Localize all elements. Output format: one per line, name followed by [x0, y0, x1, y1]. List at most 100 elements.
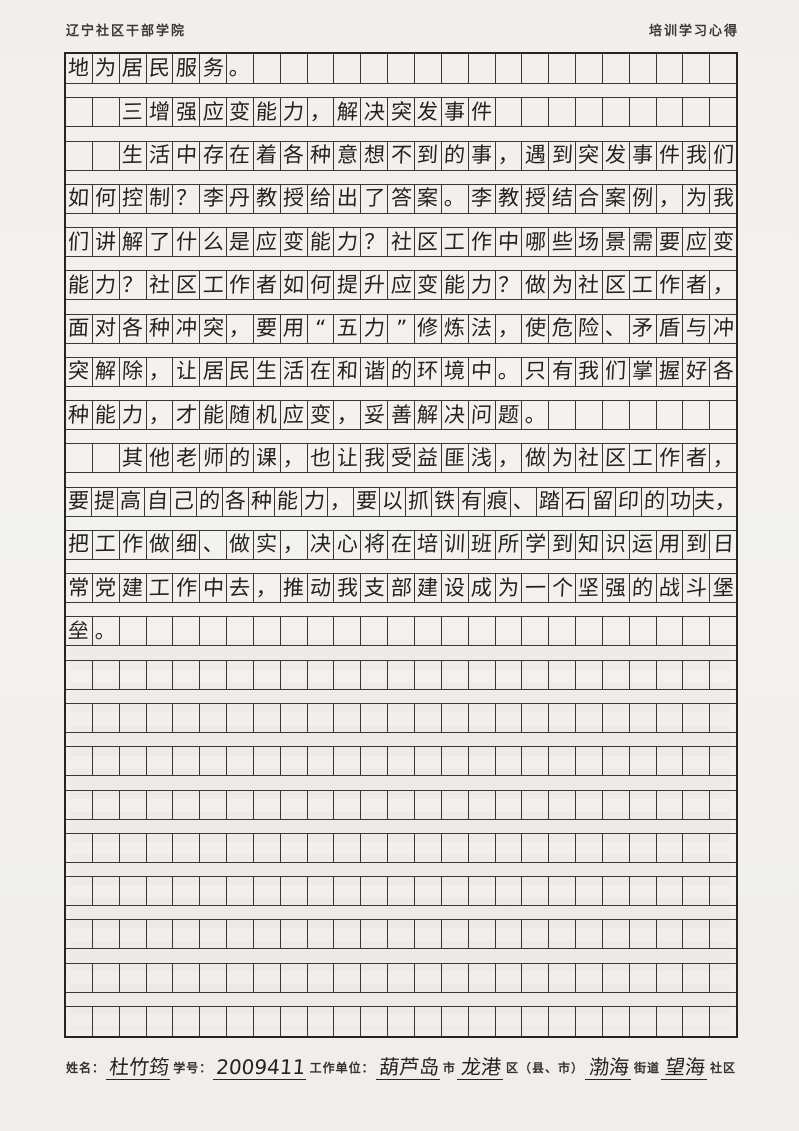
grid-cell: [496, 617, 523, 646]
grid-cell: 力: [120, 401, 147, 430]
handwritten-character: 了: [363, 186, 386, 211]
grid-cell: [361, 790, 389, 819]
grid-cell: 的: [197, 487, 224, 516]
handwritten-character: 修: [416, 315, 440, 341]
handwritten-character: 力: [470, 272, 493, 298]
grid-cell: [308, 790, 335, 819]
handwritten-character: 种: [67, 402, 91, 427]
grid-cell: 坚: [576, 574, 603, 603]
grid-cell: 。: [227, 54, 254, 83]
handwritten-character: 生: [121, 142, 144, 168]
handwritten-character: 实: [255, 532, 278, 557]
grid-cell: [710, 98, 736, 126]
grid-cell: 何: [308, 271, 335, 300]
grid-cell: [496, 54, 523, 83]
grid-cell: 铁: [432, 487, 459, 516]
footer-label: 姓名：: [66, 1061, 106, 1075]
handwritten-character: 铁: [433, 488, 457, 514]
grid-cell: “: [308, 314, 335, 343]
grid-cell: [308, 660, 335, 689]
handwritten-character: 要: [658, 229, 681, 254]
grid-cell: [603, 833, 630, 862]
grid-cell: 提: [334, 271, 362, 300]
grid-cell: [576, 401, 603, 430]
grid-cell: 部: [388, 574, 415, 603]
grid-cell: 在: [388, 530, 415, 559]
grid-cell: 作: [120, 530, 147, 559]
handwritten-character: 各: [712, 359, 735, 384]
grid-cell: [415, 877, 442, 906]
grid-cell: 变: [415, 271, 442, 300]
grid-cell: [66, 703, 93, 732]
grid-cell: [361, 54, 389, 83]
grid-cell: 场: [576, 228, 603, 257]
grid-cell: ，: [657, 184, 684, 213]
handwritten-character: 能: [309, 229, 332, 254]
grid-cell: 冲: [710, 315, 736, 343]
grid-cell: 控: [120, 184, 147, 213]
grid-cell: [603, 54, 630, 83]
grid-cell: 强: [603, 574, 630, 603]
grid-cell: [361, 877, 389, 906]
handwritten-character: 力: [282, 99, 305, 124]
grid-cell: 做: [522, 271, 550, 300]
grid-cell: [66, 444, 93, 473]
handwritten-character: 我: [577, 359, 601, 384]
grid-cell: [173, 703, 201, 732]
grid-cell: 矛: [630, 314, 657, 343]
grid-cell: ，: [328, 487, 354, 516]
grid-cell: ，: [710, 444, 736, 472]
grid-cell: [576, 660, 603, 689]
grid-cell: [657, 963, 684, 992]
handwritten-character: 险: [577, 315, 601, 341]
grid-cell: 老: [173, 444, 201, 473]
grid-cell: 除: [120, 357, 147, 386]
handwritten-character: ，: [712, 445, 735, 471]
grid-cell: [549, 963, 577, 992]
grid-cell: [469, 877, 496, 906]
grid-cell: [227, 833, 254, 862]
grid-cell: [200, 790, 228, 819]
handwritten-character: 合: [577, 186, 601, 211]
handwritten-character: 丹: [228, 186, 252, 211]
handwritten-character: 浅: [470, 445, 493, 471]
handwritten-character: 使: [524, 315, 547, 341]
grid-cell: 应: [200, 98, 228, 127]
handwritten-character: 所: [497, 532, 520, 557]
grid-cell: [361, 747, 389, 776]
grid-cell: 力: [469, 271, 496, 300]
grid-cell: [522, 920, 550, 949]
grid-cell: 丹: [227, 184, 254, 213]
grid-cell: [93, 660, 120, 689]
grid-cell: [415, 790, 442, 819]
grid-cell: 种: [66, 401, 93, 430]
text-row: 生活中存在着各种意想不到的事，遇到突发事件我们: [66, 140, 736, 171]
handwritten-character: 的: [631, 575, 654, 600]
handwritten-character: 在: [309, 359, 332, 384]
handwritten-character: 授: [524, 186, 547, 211]
grid-cell: [657, 747, 684, 776]
handwritten-character: 工: [631, 445, 654, 471]
grid-cell: 踏: [537, 487, 564, 516]
grid-cell: [442, 54, 469, 83]
handwritten-character: 做: [524, 445, 547, 471]
grid-cell: 建: [415, 574, 442, 603]
grid-cell: 强: [173, 98, 201, 127]
handwritten-character: ，: [255, 575, 278, 600]
grid-cell: [281, 703, 308, 732]
handwritten-character: 留: [590, 488, 614, 514]
grid-cell: [576, 1006, 603, 1036]
grid-cell: 和: [334, 357, 362, 386]
grid-cell: [281, 877, 308, 906]
grid-cell: [120, 660, 147, 689]
grid-cell: [227, 703, 254, 732]
handwritten-character: 们: [712, 142, 735, 168]
handwritten-character: 变: [416, 272, 440, 298]
grid-cell: 为: [683, 184, 711, 213]
grid-cell: [630, 1006, 657, 1036]
grid-cell: [388, 660, 415, 689]
grid-cell: [522, 877, 550, 906]
handwritten-character: 也: [309, 445, 332, 471]
handwritten-character: ，: [497, 142, 520, 168]
grid-cell: [254, 877, 281, 906]
